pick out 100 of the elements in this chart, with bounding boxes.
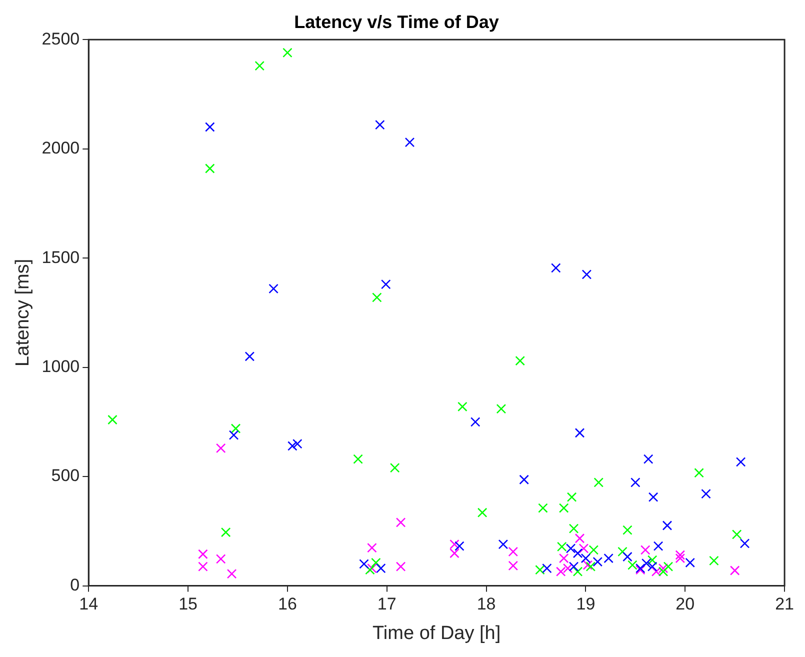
y-tick-label: 2500 bbox=[42, 29, 80, 48]
y-tick-label: 0 bbox=[70, 575, 80, 594]
point bbox=[658, 566, 668, 576]
point bbox=[254, 60, 265, 71]
point bbox=[454, 541, 464, 551]
point bbox=[580, 553, 591, 564]
point bbox=[658, 563, 668, 574]
chart-title: Latency v/s Time of Day bbox=[294, 12, 499, 32]
point bbox=[574, 428, 585, 438]
x-tick-label: 21 bbox=[775, 594, 794, 614]
point bbox=[582, 270, 592, 280]
point bbox=[628, 560, 638, 570]
point bbox=[396, 518, 406, 528]
point bbox=[732, 530, 742, 540]
point bbox=[458, 402, 468, 412]
point bbox=[566, 492, 577, 502]
point bbox=[198, 549, 208, 560]
point bbox=[244, 352, 255, 362]
point bbox=[662, 520, 672, 530]
point bbox=[556, 542, 567, 552]
point bbox=[268, 284, 278, 294]
point bbox=[367, 542, 377, 553]
point bbox=[594, 478, 604, 488]
point bbox=[675, 553, 686, 564]
point bbox=[538, 503, 548, 513]
point bbox=[630, 478, 640, 488]
x-tick-label: 14 bbox=[79, 594, 98, 614]
point bbox=[647, 555, 658, 565]
x-tick-label: 17 bbox=[377, 594, 396, 614]
point bbox=[376, 563, 386, 574]
point bbox=[292, 438, 302, 449]
point bbox=[568, 562, 579, 572]
point bbox=[588, 545, 599, 555]
point bbox=[515, 356, 525, 366]
point bbox=[558, 553, 569, 564]
point bbox=[572, 548, 583, 558]
point bbox=[108, 414, 118, 425]
point bbox=[622, 552, 632, 562]
point bbox=[550, 263, 561, 273]
point bbox=[572, 566, 583, 576]
point bbox=[205, 122, 215, 132]
point bbox=[226, 568, 237, 579]
point bbox=[675, 550, 686, 560]
point bbox=[535, 564, 545, 575]
point bbox=[566, 544, 576, 554]
x-tick-label: 18 bbox=[476, 594, 496, 614]
point bbox=[685, 558, 695, 568]
point bbox=[643, 454, 654, 464]
point bbox=[641, 558, 652, 568]
point bbox=[562, 563, 573, 574]
y-tick-label: 1500 bbox=[42, 248, 80, 267]
point bbox=[282, 48, 292, 58]
x-tick-label: 20 bbox=[676, 594, 695, 614]
point bbox=[230, 424, 241, 434]
x-tick-label: 15 bbox=[178, 594, 198, 614]
point bbox=[372, 292, 382, 302]
x-tick-label: 19 bbox=[576, 594, 596, 614]
point bbox=[586, 562, 596, 572]
point bbox=[228, 430, 239, 440]
point bbox=[404, 137, 415, 148]
point bbox=[556, 566, 566, 576]
point bbox=[558, 503, 569, 513]
y-tick-label: 2000 bbox=[42, 138, 80, 158]
point bbox=[736, 457, 746, 467]
point bbox=[709, 556, 719, 566]
point bbox=[216, 554, 226, 564]
point bbox=[694, 468, 704, 478]
point bbox=[730, 566, 740, 576]
point bbox=[647, 562, 658, 572]
point bbox=[542, 563, 552, 574]
point bbox=[359, 559, 369, 569]
point bbox=[205, 164, 215, 174]
point bbox=[653, 541, 664, 551]
point bbox=[477, 508, 488, 518]
point bbox=[651, 566, 662, 576]
point bbox=[375, 120, 385, 130]
point bbox=[622, 525, 632, 535]
point bbox=[508, 546, 518, 557]
point bbox=[604, 553, 614, 564]
point bbox=[648, 492, 658, 502]
point bbox=[508, 560, 518, 571]
point bbox=[220, 527, 231, 538]
point bbox=[496, 404, 506, 414]
x-tick-label: 16 bbox=[278, 594, 297, 614]
point bbox=[740, 538, 750, 548]
point bbox=[578, 544, 589, 554]
x-axis-title: Time of Day [h] bbox=[372, 622, 501, 644]
point bbox=[380, 279, 391, 290]
point bbox=[216, 443, 226, 454]
point bbox=[498, 539, 508, 550]
y-tick-label: 500 bbox=[51, 466, 80, 486]
point bbox=[371, 558, 381, 568]
point bbox=[568, 524, 579, 534]
point bbox=[198, 562, 208, 572]
y-axis-title: Latency [ms] bbox=[12, 258, 34, 367]
point bbox=[519, 474, 529, 485]
point bbox=[582, 560, 593, 570]
point bbox=[663, 562, 674, 572]
point bbox=[592, 556, 603, 567]
point bbox=[353, 454, 363, 464]
